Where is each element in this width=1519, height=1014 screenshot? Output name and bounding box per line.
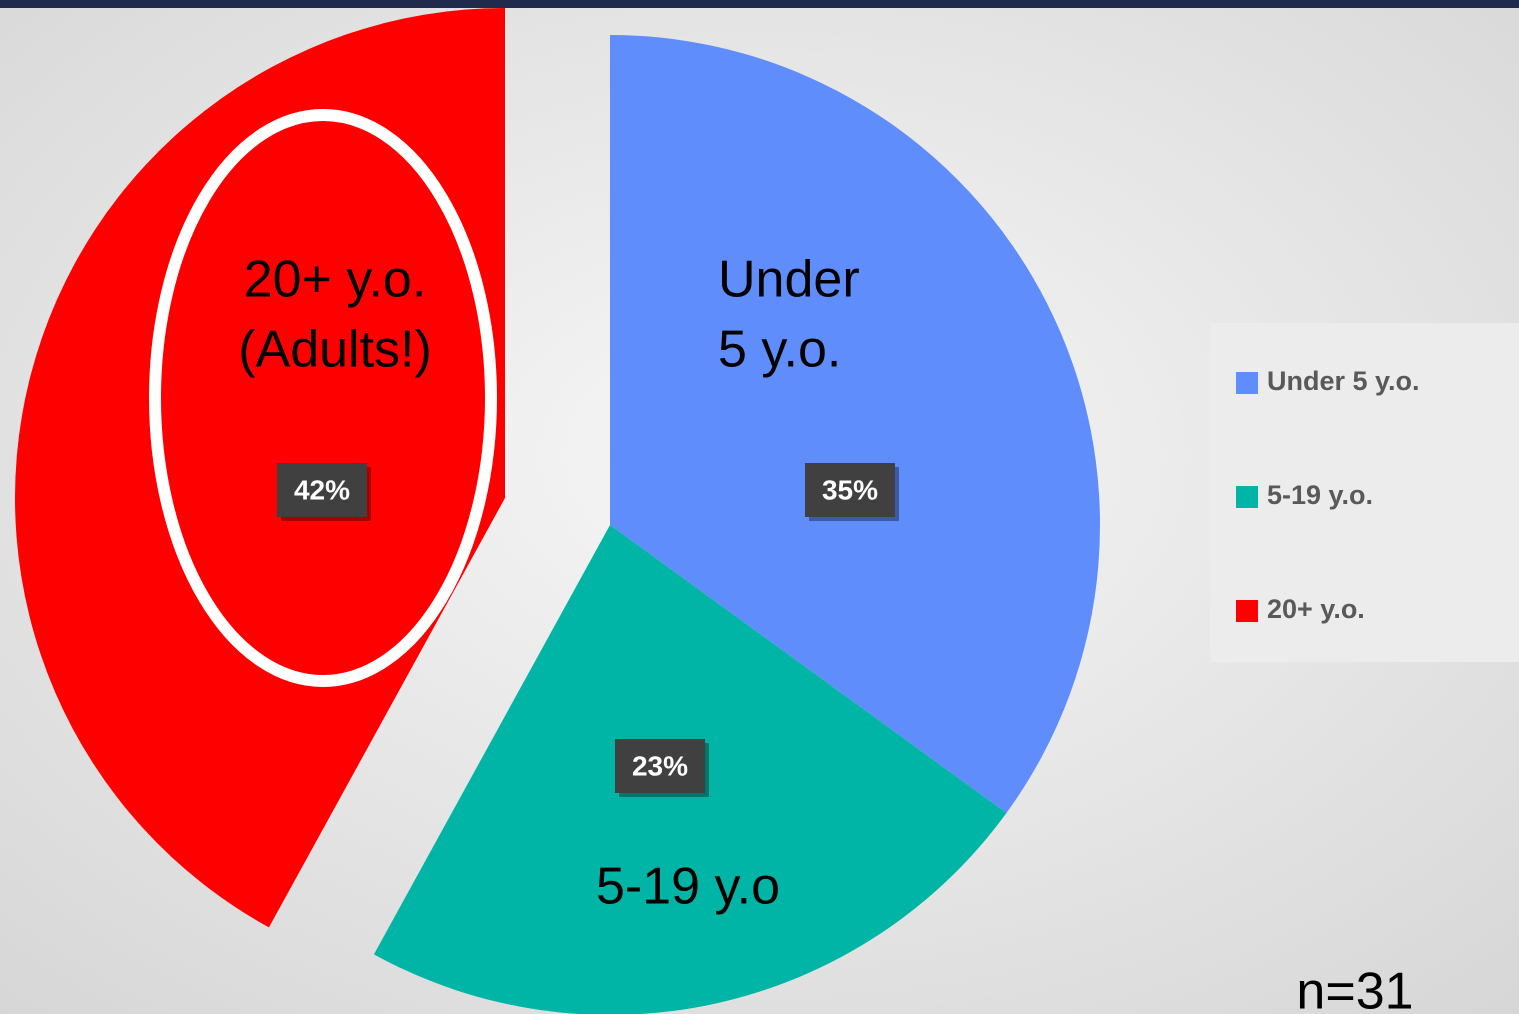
- data-label-box: [277, 463, 367, 517]
- legend-label: 20+ y.o.: [1267, 594, 1365, 624]
- legend-label: 5-19 y.o.: [1267, 480, 1373, 510]
- slice-annotation: 20+ y.o.: [244, 251, 427, 309]
- slice-annotation: (Adults!): [238, 321, 432, 379]
- pie-slice: [610, 35, 1100, 814]
- legend-swatch: [1236, 600, 1258, 622]
- legend-swatch: [1236, 486, 1258, 508]
- legend-swatch: [1236, 372, 1258, 394]
- data-label-box: [805, 463, 895, 517]
- slices: [15, 8, 1100, 1014]
- data-label: 23%: [632, 750, 688, 781]
- legend-label: Under 5 y.o.: [1267, 366, 1420, 396]
- data-label-box: [615, 739, 705, 793]
- top-bar: [0, 0, 1519, 8]
- data-label: 35%: [822, 474, 878, 505]
- labels: Under 5 y.o. 35% Under 5 y.o. 5-19 y.o 23% 5-1…: [238, 251, 1419, 916]
- legend-box: [1210, 323, 1519, 662]
- slice-annotation: 5 y.o.: [718, 321, 841, 379]
- sample-note: n=31: [1296, 963, 1413, 1014]
- pie-slice: [15, 8, 506, 928]
- highlight-ellipse: [149, 109, 497, 687]
- slice-annotation: 5-19 y.o: [596, 858, 780, 916]
- data-label: 42%: [294, 474, 350, 505]
- slice-annotation: Under: [718, 251, 860, 309]
